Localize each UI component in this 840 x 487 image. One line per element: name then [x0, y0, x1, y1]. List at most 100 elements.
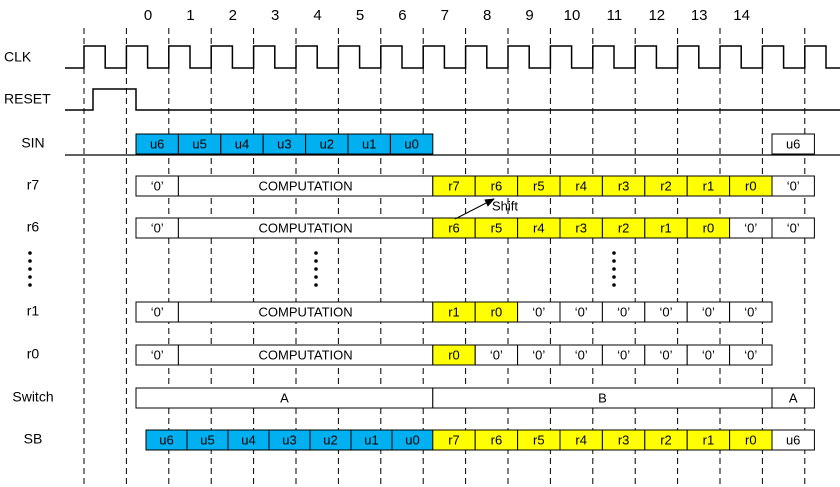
cell-text: A [789, 390, 798, 405]
ellipsis-dot [612, 251, 616, 255]
cycle-number: 5 [356, 7, 364, 24]
cell-text: ‘0’ [151, 304, 164, 319]
cycle-number: 0 [144, 7, 152, 24]
cell-text: r7 [448, 432, 460, 447]
cell-text: ‘0’ [151, 178, 164, 193]
cell-text: r6 [448, 220, 460, 235]
cell-text: COMPUTATION [259, 347, 353, 362]
cycle-number: 9 [525, 7, 533, 24]
ellipsis-dot [28, 283, 32, 287]
cycle-number: 12 [648, 7, 665, 24]
cell-text: ‘0’ [744, 347, 757, 362]
ellipsis-dot [314, 283, 318, 287]
cell-text: u0 [404, 136, 418, 151]
cell-text: r1 [660, 220, 672, 235]
ellipsis-dot [314, 275, 318, 279]
cell-text: ‘0’ [575, 347, 588, 362]
signal-label: r0 [27, 346, 40, 362]
bus-cell [389, 133, 434, 155]
cell-text: ‘0’ [744, 304, 757, 319]
ellipsis-dot [612, 259, 616, 263]
signal-label: Switch [12, 389, 53, 405]
cell-text: r7 [448, 178, 460, 193]
cycle-number: 1 [186, 7, 194, 24]
cell-text: ‘0’ [532, 304, 545, 319]
bus-cell [771, 429, 815, 451]
cell-text: ‘0’ [702, 347, 715, 362]
cell-text: r0 [448, 347, 460, 362]
cell-text: r6 [491, 178, 503, 193]
annotation: Shift [492, 198, 518, 213]
cycle-number: 7 [441, 7, 449, 24]
cell-text: ‘0’ [659, 304, 672, 319]
cell-text: r0 [745, 432, 757, 447]
cell-text: r4 [575, 432, 587, 447]
cell-text: u6 [159, 432, 173, 447]
signal-label: SB [24, 431, 43, 447]
ellipsis-dot [314, 267, 318, 271]
shift-arrow [454, 198, 495, 220]
cell-text: r4 [575, 178, 587, 193]
cell-text: ‘0’ [617, 304, 630, 319]
cell-text: r5 [491, 220, 503, 235]
cycle-number: 10 [564, 7, 581, 24]
ellipsis-dot [28, 259, 32, 263]
cell-text: u2 [320, 136, 334, 151]
cell-text: r6 [491, 432, 503, 447]
cell-text: u2 [323, 432, 337, 447]
cell-text: COMPUTATION [259, 220, 353, 235]
cell-text: B [598, 390, 607, 405]
cycle-number: 8 [483, 7, 491, 24]
signal-label: r6 [27, 219, 40, 235]
cycle-number: 3 [271, 7, 279, 24]
bus-cell [729, 344, 773, 366]
cell-text: r2 [660, 432, 672, 447]
cell-text: ‘0’ [490, 347, 503, 362]
cycle-number: 4 [313, 7, 321, 24]
signal-label: SIN [21, 135, 44, 151]
cell-text: ‘0’ [617, 347, 630, 362]
signal-label: RESET [4, 91, 51, 107]
cell-text: ‘0’ [151, 220, 164, 235]
cell-text: u5 [192, 136, 206, 151]
ellipsis-dot [28, 251, 32, 255]
ellipsis-dot [28, 275, 32, 279]
cell-text: A [280, 390, 289, 405]
cell-text: COMPUTATION [259, 178, 353, 193]
cell-text: u3 [282, 432, 296, 447]
cell-text: ‘0’ [575, 304, 588, 319]
cell-text: u3 [277, 136, 291, 151]
bus-cell [729, 301, 773, 323]
reset-waveform [65, 88, 840, 111]
cell-text: u6 [786, 136, 800, 151]
clock-waveform [65, 45, 840, 69]
cell-text: r2 [660, 178, 672, 193]
ellipsis-dot [612, 283, 616, 287]
cycle-number: 11 [607, 7, 623, 24]
cell-text: u4 [235, 136, 249, 151]
cycle-number: 2 [229, 7, 237, 24]
bus-cell [771, 175, 815, 197]
cell-text: ‘0’ [532, 347, 545, 362]
signal-label: CLK [4, 49, 32, 65]
cell-text: u6 [786, 432, 800, 447]
cell-text: r3 [618, 178, 630, 193]
signal-label: r7 [27, 177, 40, 193]
signal-label: r1 [27, 303, 40, 319]
cell-text: r3 [575, 220, 587, 235]
cell-text: u1 [364, 432, 378, 447]
cell-text: r1 [703, 178, 715, 193]
ellipsis-dot [314, 251, 318, 255]
ellipsis-dot [612, 267, 616, 271]
cell-text: r1 [703, 432, 715, 447]
cell-text: r5 [533, 432, 545, 447]
cell-text: COMPUTATION [259, 304, 353, 319]
cycle-number: 6 [398, 7, 406, 24]
cell-text: r0 [491, 304, 503, 319]
cell-text: u0 [405, 432, 419, 447]
cell-text: u4 [241, 432, 255, 447]
ellipsis-dot [314, 259, 318, 263]
cell-text: r2 [618, 220, 630, 235]
cell-text: r0 [703, 220, 715, 235]
